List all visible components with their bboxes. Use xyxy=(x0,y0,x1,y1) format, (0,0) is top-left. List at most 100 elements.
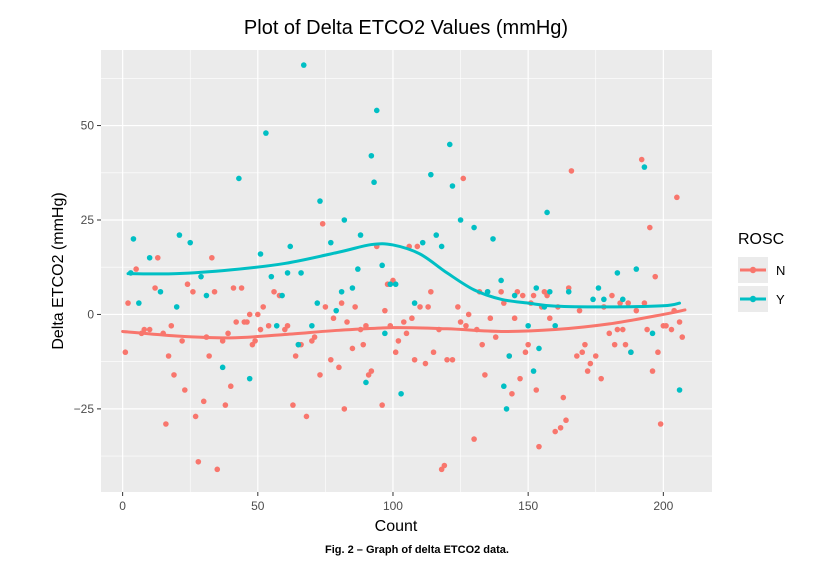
point-n xyxy=(560,394,567,401)
point-y xyxy=(257,251,264,257)
point-n xyxy=(403,330,410,337)
point-y xyxy=(314,300,321,306)
point-y xyxy=(373,107,380,114)
point-y xyxy=(590,296,596,303)
point-n xyxy=(233,319,239,325)
point-n xyxy=(319,220,326,227)
point-y xyxy=(511,292,518,299)
point-n xyxy=(587,360,594,367)
point-n xyxy=(141,326,148,333)
point-n xyxy=(255,311,261,318)
point-n xyxy=(422,360,429,367)
point-n xyxy=(674,194,680,201)
legend-label-y: Y xyxy=(776,292,785,307)
point-n xyxy=(582,341,588,348)
point-n xyxy=(460,175,467,182)
point-y xyxy=(187,239,194,246)
point-y xyxy=(333,307,340,314)
point-y xyxy=(273,322,280,329)
point-n xyxy=(644,326,650,333)
point-n xyxy=(449,356,456,363)
point-n xyxy=(465,311,472,318)
point-n xyxy=(338,300,345,306)
grid-minor xyxy=(101,50,712,492)
point-n xyxy=(455,304,461,310)
point-y xyxy=(628,349,634,356)
point-n xyxy=(609,292,615,299)
point-y xyxy=(601,296,607,303)
point-n xyxy=(171,372,177,378)
point-y xyxy=(157,288,164,295)
point-n xyxy=(392,349,399,356)
point-n xyxy=(668,326,675,333)
point-n xyxy=(430,349,437,356)
point-n xyxy=(122,349,129,356)
point-n xyxy=(414,243,421,250)
point-n xyxy=(557,424,564,431)
point-y xyxy=(536,345,542,352)
legend-title: ROSC xyxy=(738,231,784,248)
point-y xyxy=(676,387,683,393)
point-n xyxy=(179,338,185,344)
point-y xyxy=(595,285,602,291)
point-n xyxy=(592,353,599,359)
smooth-layer xyxy=(121,242,687,340)
point-y xyxy=(363,379,369,386)
point-n xyxy=(336,364,342,371)
legend-label-n: N xyxy=(776,263,785,278)
point-n xyxy=(292,353,299,359)
point-n xyxy=(471,436,477,442)
point-n xyxy=(200,398,207,405)
point-n xyxy=(214,466,221,473)
point-n xyxy=(225,330,231,337)
point-y xyxy=(619,296,626,303)
point-n xyxy=(417,304,423,310)
x-tick-label: 0 xyxy=(119,499,126,513)
point-n xyxy=(317,372,323,378)
point-n xyxy=(492,334,499,340)
point-n xyxy=(622,341,629,348)
point-n xyxy=(246,311,253,318)
point-n xyxy=(568,168,575,174)
point-y xyxy=(355,266,361,272)
point-n xyxy=(638,156,645,163)
x-tick-label: 200 xyxy=(653,499,673,513)
y-tick-label: 50 xyxy=(81,119,95,133)
point-n xyxy=(517,375,523,382)
axis-layer: 0 50 100 150 200 −25 0 25 50 xyxy=(74,119,674,513)
point-n xyxy=(479,341,485,348)
point-y xyxy=(533,285,540,291)
point-y xyxy=(428,171,434,178)
point-n xyxy=(322,304,329,310)
point-y xyxy=(379,262,385,269)
point-n xyxy=(546,315,553,322)
point-y xyxy=(506,353,513,359)
figure-caption: Fig. 2 – Graph of delta ETCO2 data. xyxy=(325,544,509,556)
point-n xyxy=(576,307,583,314)
point-y xyxy=(338,288,345,295)
point-n xyxy=(244,319,250,325)
smooth-line-n xyxy=(121,308,687,340)
point-y xyxy=(136,300,142,306)
point-n xyxy=(168,322,175,329)
point-n xyxy=(238,285,245,291)
point-y xyxy=(503,406,510,412)
point-y xyxy=(198,273,204,280)
point-n xyxy=(344,319,350,325)
y-tick-label: 25 xyxy=(81,213,95,227)
point-n xyxy=(206,353,212,359)
point-n xyxy=(311,334,318,340)
point-n xyxy=(652,273,659,280)
point-y xyxy=(457,217,464,223)
point-n xyxy=(352,304,358,310)
point-n xyxy=(611,341,618,348)
point-n xyxy=(146,326,153,333)
point-n xyxy=(584,368,591,374)
point-n xyxy=(184,281,191,288)
point-n xyxy=(382,307,388,314)
point-n xyxy=(330,315,337,322)
point-y xyxy=(176,232,183,238)
series-y-points xyxy=(127,62,683,412)
point-n xyxy=(182,387,188,393)
y-axis-title: Delta ETCO2 (mmHg) xyxy=(50,192,67,349)
